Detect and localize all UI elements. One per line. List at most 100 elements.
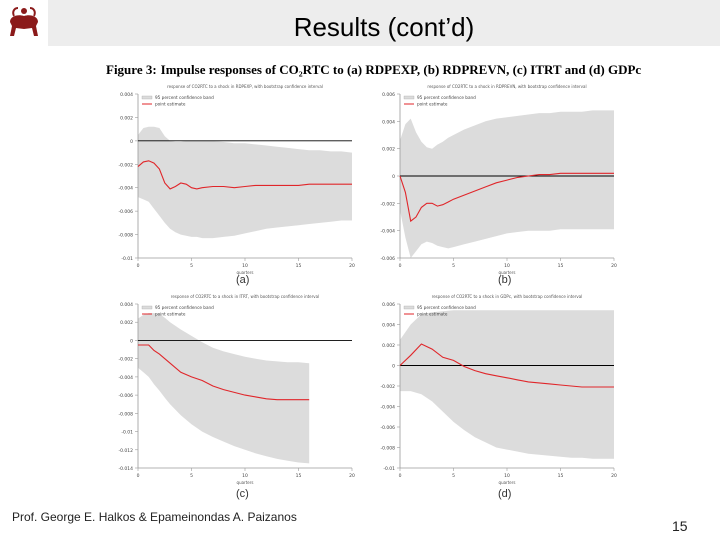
x-tick-label: 10 — [504, 473, 510, 479]
legend-band-swatch — [403, 305, 415, 310]
legend-label-point: point estimate — [155, 102, 186, 107]
chart-panel-a: 0.004 0.002 0 -0.002 -0.004 -0.006 -0.008 -0.01… — [104, 82, 359, 282]
y-tick-label: 0.002 — [382, 147, 395, 153]
x-tick-label: 20 — [611, 263, 617, 269]
x-axis-label: quarters — [499, 480, 516, 485]
y-tick-label: 0 — [392, 174, 395, 180]
page-number: 15 — [672, 518, 688, 534]
chart-svg-d: 0.006 0.004 0.002 0 -0.002 -0.004 -0.006 -0.008… — [380, 294, 617, 485]
chart-svg-a: 0.004 0.002 0 -0.002 -0.004 -0.006 -0.008 -0.01… — [118, 84, 355, 275]
x-tick-label: 15 — [558, 263, 564, 269]
x-tick-label: 5 — [190, 473, 193, 479]
y-tick-label: 0 — [130, 338, 133, 344]
figure-label: Figure 3: — [106, 62, 157, 77]
point-estimate-line — [138, 344, 310, 401]
legend-label-point: point estimate — [417, 102, 448, 107]
y-tick-label: -0.008 — [380, 446, 395, 452]
figure-caption: Figure 3: Impulse responses of CO₂RTC to … — [106, 62, 641, 78]
y-tick-label: 0.004 — [382, 323, 395, 329]
legend-label-band: 95 percent confidence band — [417, 95, 476, 100]
y-tick-label: -0.01 — [121, 430, 133, 436]
x-tick-label: 20 — [349, 263, 355, 269]
y-tick-label: 0 — [392, 364, 395, 370]
y-tick-label: 0.002 — [120, 320, 133, 326]
footer-author: Prof. George E. Halkos & Epameinondas A.… — [12, 510, 297, 524]
panel-label-b: (b) — [498, 274, 512, 286]
x-axis-label: quarters — [499, 270, 516, 275]
x-tick-label: 0 — [399, 473, 402, 479]
y-tick-label: 0.002 — [382, 343, 395, 349]
panel-label-d: (d) — [498, 488, 512, 500]
x-tick-label: 0 — [137, 263, 140, 269]
x-tick-label: 10 — [242, 263, 248, 269]
x-tick-label: 15 — [296, 263, 302, 269]
x-tick-label: 0 — [399, 263, 402, 269]
confidence-band — [138, 126, 352, 239]
y-tick-label: -0.004 — [380, 405, 395, 411]
legend-band-swatch — [141, 305, 153, 310]
y-tick-label: -0.002 — [380, 384, 395, 390]
x-tick-label: 20 — [349, 473, 355, 479]
chart-svg-b: 0.006 0.004 0.002 0 -0.002 -0.004 -0.006 0 5 10 15… — [380, 84, 617, 275]
y-tick-label: -0.006 — [380, 256, 395, 262]
y-tick-label: -0.002 — [380, 201, 395, 207]
chart-panel-c: 0.004 0.002 0 -0.002 -0.004 -0.006 -0.008 -0.01… — [104, 292, 359, 492]
confidence-band — [400, 310, 614, 459]
chart-panel-b: 0.006 0.004 0.002 0 -0.002 -0.004 -0.006 0 5 10 15… — [366, 82, 621, 282]
chart-title: response of CO2RTC to a shock in RDPREVN… — [427, 84, 586, 89]
chart-title: response of CO2RTC to a shock in ITRT, w… — [171, 294, 319, 299]
legend-label-point: point estimate — [417, 312, 448, 317]
y-tick-label: -0.01 — [383, 466, 395, 472]
confidence-band — [400, 110, 614, 259]
x-tick-label: 20 — [611, 473, 617, 479]
y-tick-label: 0.006 — [382, 92, 395, 98]
y-tick-label: -0.012 — [118, 448, 133, 454]
x-tick-label: 10 — [504, 263, 510, 269]
y-tick-label: -0.004 — [118, 186, 133, 192]
x-tick-label: 15 — [558, 473, 564, 479]
x-axis-label: quarters — [237, 270, 254, 275]
legend-label-point: point estimate — [155, 312, 186, 317]
legend-band-swatch — [403, 95, 415, 100]
y-tick-label: 0.006 — [382, 302, 395, 308]
y-tick-label: -0.008 — [118, 233, 133, 239]
legend-label-band: 95 percent confidence band — [417, 305, 476, 310]
y-tick-label: -0.008 — [118, 411, 133, 417]
x-tick-label: 0 — [137, 473, 140, 479]
bull-logo-icon — [4, 2, 44, 46]
y-tick-label: 0.002 — [120, 115, 133, 121]
y-tick-label: -0.006 — [118, 393, 133, 399]
point-estimate-line — [399, 172, 614, 223]
x-tick-label: 5 — [190, 263, 193, 269]
chart-svg-c: 0.004 0.002 0 -0.002 -0.004 -0.006 -0.008 -0.01… — [118, 294, 355, 485]
x-tick-label: 15 — [296, 473, 302, 479]
y-tick-label: -0.004 — [118, 375, 133, 381]
panel-label-a: (a) — [236, 274, 250, 286]
x-tick-label: 5 — [452, 263, 455, 269]
y-tick-label: 0.004 — [120, 302, 133, 308]
legend-band-swatch — [141, 95, 153, 100]
figure-caption-text: Impulse responses of CO₂RTC to (a) RDPEX… — [160, 62, 642, 77]
y-tick-label: -0.006 — [380, 425, 395, 431]
y-tick-label: -0.004 — [380, 229, 395, 235]
y-tick-label: 0.004 — [120, 92, 133, 98]
x-tick-label: 10 — [242, 473, 248, 479]
chart-panel-d: 0.006 0.004 0.002 0 -0.002 -0.004 -0.006 -0.008… — [366, 292, 621, 492]
y-tick-label: 0 — [130, 139, 133, 145]
confidence-band — [138, 313, 310, 464]
y-tick-label: -0.014 — [118, 466, 133, 472]
x-tick-label: 5 — [452, 473, 455, 479]
y-tick-label: -0.002 — [118, 162, 133, 168]
y-tick-label: 0.004 — [382, 119, 395, 125]
y-tick-label: -0.002 — [118, 357, 133, 363]
point-estimate-line — [399, 343, 614, 388]
title-band — [48, 0, 720, 46]
x-axis-label: quarters — [237, 480, 254, 485]
point-estimate-line — [137, 160, 352, 190]
chart-title: response of CO2RTC to a shock in RDPEXP,… — [167, 84, 323, 89]
y-tick-label: -0.006 — [118, 209, 133, 215]
slide-title: Results (cont’d) — [293, 12, 475, 42]
legend-label-band: 95 percent confidence band — [155, 305, 214, 310]
panel-label-c: (c) — [236, 488, 249, 500]
chart-title: response of CO2RTC to a shock in GDPc, w… — [432, 294, 583, 299]
